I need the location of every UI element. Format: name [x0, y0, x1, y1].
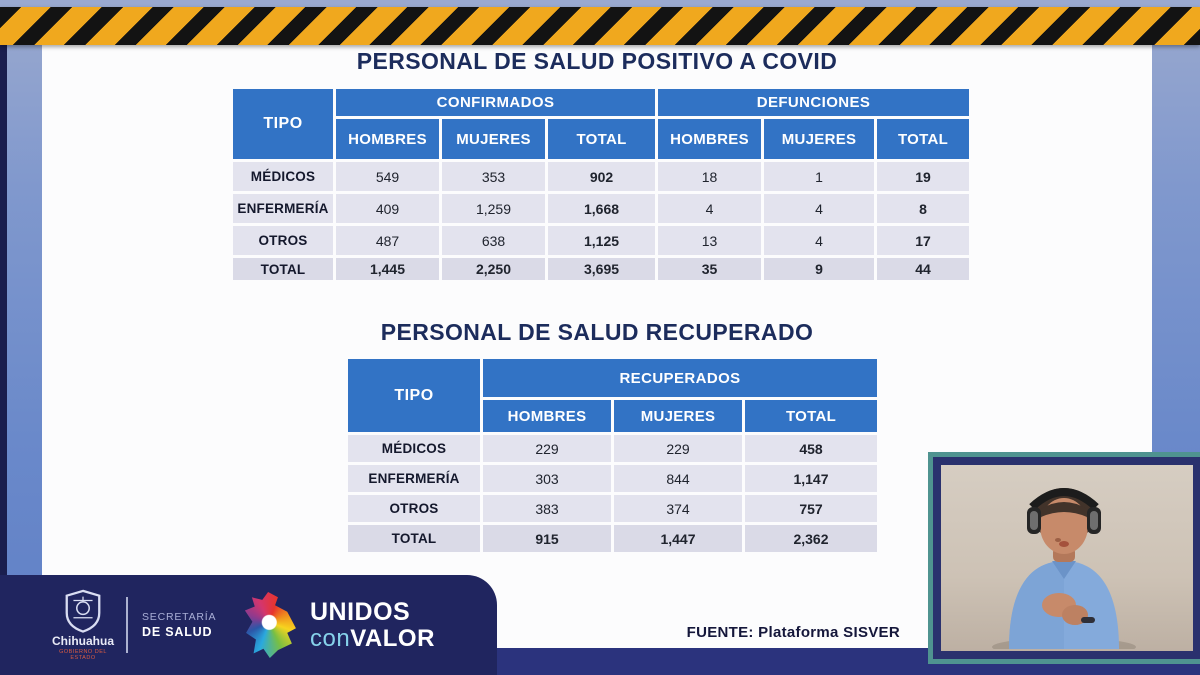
- cell: 1: [764, 162, 875, 191]
- unidos-con-valor-logo: UNIDOS conVALOR: [242, 592, 435, 658]
- cell: 17: [877, 226, 970, 255]
- brand-con: con: [310, 624, 351, 652]
- table-row: ENFERMERÍA 409 1,259 1,668 4 4 8: [233, 194, 970, 223]
- cell: 2,250: [442, 258, 545, 280]
- recuperados-header: RECUPERADOS: [483, 359, 877, 397]
- brand-valor: VALOR: [350, 624, 435, 652]
- sub-header-row: HOMBRES MUJERES TOTAL: [348, 400, 877, 432]
- chihuahua-state-map-icon: [244, 592, 296, 658]
- col-header: TOTAL: [877, 119, 970, 159]
- footer-divider: [126, 597, 128, 653]
- positive-table-title: PERSONAL DE SALUD POSITIVO A COVID: [356, 48, 838, 74]
- cell: 458: [745, 435, 877, 462]
- left-edge-strip: [0, 36, 7, 675]
- row-label: ENFERMERÍA: [348, 465, 480, 492]
- col-header: TOTAL: [745, 400, 877, 432]
- footer-panel: Chihuahua GOBIERNO DEL ESTADO SECRETARÍA…: [0, 575, 497, 675]
- cell: 1,259: [442, 194, 545, 223]
- cell: 757: [745, 495, 877, 522]
- cell: 8: [877, 194, 970, 223]
- cell: 229: [614, 435, 742, 462]
- cell: 9: [764, 258, 875, 280]
- cell: 19: [877, 162, 970, 191]
- table-row: OTROS 383 374 757: [348, 495, 877, 522]
- cell: 844: [614, 465, 742, 492]
- col-header: TOTAL: [548, 119, 656, 159]
- cell: 4: [764, 194, 875, 223]
- source-note: FUENTE: Plataforma SISVER: [686, 624, 900, 641]
- col-header: HOMBRES: [483, 400, 611, 432]
- cell: 1,445: [336, 258, 439, 280]
- group-header-row: TIPO RECUPERADOS: [348, 359, 877, 432]
- row-label: OTROS: [233, 226, 333, 255]
- col-header: MUJERES: [614, 400, 742, 432]
- confirmados-header: CONFIRMADOS: [336, 89, 656, 116]
- cell: 409: [336, 194, 439, 223]
- tipo-header: TIPO: [348, 359, 480, 432]
- table-row: OTROS 487 638 1,125 13 4 17: [233, 226, 970, 255]
- cell: 4: [764, 226, 875, 255]
- covid-positive-table: TIPO CONFIRMADOS DEFUNCIONES HOMBRES MUJ…: [230, 86, 972, 283]
- total-row: TOTAL 1,445 2,250 3,695 35 9 44: [233, 258, 970, 280]
- cell: 13: [658, 226, 762, 255]
- table-row: ENFERMERÍA 303 844 1,147: [348, 465, 877, 492]
- row-label: ENFERMERÍA: [233, 194, 333, 223]
- cell: 18: [658, 162, 762, 191]
- cell: 902: [548, 162, 656, 191]
- brand-unidos: UNIDOS: [310, 597, 411, 626]
- cell: 303: [483, 465, 611, 492]
- table-row: MÉDICOS 229 229 458: [348, 435, 877, 462]
- row-label: MÉDICOS: [348, 435, 480, 462]
- row-label: OTROS: [348, 495, 480, 522]
- cell: 487: [336, 226, 439, 255]
- interpreter-person: [992, 488, 1136, 651]
- tipo-header: TIPO: [233, 89, 333, 159]
- sign-language-interpreter-video: [928, 452, 1200, 664]
- table-row: MÉDICOS 549 353 902 18 1 19: [233, 162, 970, 191]
- chihuahua-government-logo: Chihuahua GOBIERNO DEL ESTADO: [52, 589, 114, 661]
- interpreter-video-frame: [941, 465, 1193, 651]
- cell: 1,447: [614, 525, 742, 552]
- cell: 229: [483, 435, 611, 462]
- col-header: MUJERES: [442, 119, 545, 159]
- recovered-table-title: PERSONAL DE SALUD RECUPERADO: [380, 319, 814, 345]
- cell: 374: [614, 495, 742, 522]
- row-label: TOTAL: [233, 258, 333, 280]
- secretaria-de-salud-label: SECRETARÍA DE SALUD: [142, 611, 217, 639]
- cell: 1,125: [548, 226, 656, 255]
- cell: 915: [483, 525, 611, 552]
- cell: 1,147: [745, 465, 877, 492]
- cell: 4: [658, 194, 762, 223]
- cell: 1,668: [548, 194, 656, 223]
- row-label: MÉDICOS: [233, 162, 333, 191]
- cell: 3,695: [548, 258, 656, 280]
- sub-header-row: HOMBRES MUJERES TOTAL HOMBRES MUJERES TO…: [233, 119, 970, 159]
- cell: 383: [483, 495, 611, 522]
- col-header: HOMBRES: [658, 119, 762, 159]
- total-row: TOTAL 915 1,447 2,362: [348, 525, 877, 552]
- row-label: TOTAL: [348, 525, 480, 552]
- hazard-stripe: [0, 7, 1200, 45]
- cell: 2,362: [745, 525, 877, 552]
- col-header: HOMBRES: [336, 119, 439, 159]
- cell: 35: [658, 258, 762, 280]
- cell: 638: [442, 226, 545, 255]
- gov-subtitle: GOBIERNO DEL ESTADO: [59, 649, 107, 661]
- col-header: MUJERES: [764, 119, 875, 159]
- shield-icon: [65, 589, 101, 633]
- defunciones-header: DEFUNCIONES: [658, 89, 970, 116]
- covid-recovered-table: TIPO RECUPERADOS HOMBRES MUJERES TOTAL M…: [345, 356, 880, 555]
- cell: 353: [442, 162, 545, 191]
- gov-name: Chihuahua: [52, 634, 114, 648]
- cell: 549: [336, 162, 439, 191]
- group-header-row: TIPO CONFIRMADOS DEFUNCIONES: [233, 89, 970, 159]
- cell: 44: [877, 258, 970, 280]
